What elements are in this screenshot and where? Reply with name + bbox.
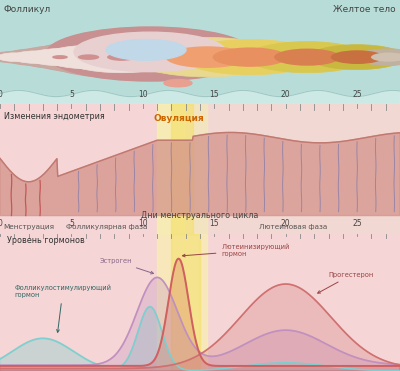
Circle shape	[44, 45, 134, 69]
Text: Овуляция: Овуляция	[153, 114, 204, 123]
Text: Дни менструального цикла: Дни менструального цикла	[141, 211, 259, 220]
Text: 20: 20	[281, 90, 290, 99]
Bar	[157, 234, 207, 371]
Circle shape	[309, 45, 400, 70]
Circle shape	[131, 37, 283, 77]
Text: Менструация: Менструация	[3, 224, 54, 230]
Circle shape	[16, 46, 104, 69]
Circle shape	[0, 52, 36, 63]
Text: Эстроген: Эстроген	[100, 258, 154, 274]
Circle shape	[42, 36, 202, 78]
Text: Лютеинизирующий
гормон: Лютеинизирующий гормон	[182, 243, 290, 257]
Circle shape	[78, 54, 99, 60]
Text: Лютеиновая фаза: Лютеиновая фаза	[259, 224, 327, 230]
Circle shape	[62, 42, 182, 73]
Circle shape	[4, 49, 68, 65]
Circle shape	[182, 39, 318, 75]
Circle shape	[52, 55, 68, 59]
Text: 25: 25	[352, 90, 362, 99]
Circle shape	[165, 46, 249, 68]
Text: Желтое тело: Желтое тело	[333, 5, 396, 14]
Text: Изменения эндометрия: Изменения эндометрия	[4, 112, 105, 121]
Text: 5: 5	[69, 90, 74, 99]
Text: 15: 15	[210, 219, 219, 228]
Text: Фолликулярная фаза: Фолликулярная фаза	[66, 224, 148, 230]
Circle shape	[371, 53, 400, 62]
Circle shape	[27, 49, 93, 66]
Circle shape	[274, 49, 340, 66]
Text: Прогестерон: Прогестерон	[318, 272, 374, 293]
Circle shape	[213, 47, 287, 67]
Bar	[186, 104, 400, 234]
Text: 20: 20	[281, 219, 290, 228]
Text: Фолликулостимулирующий
гормон: Фолликулостимулирующий гормон	[14, 285, 111, 332]
Circle shape	[247, 42, 367, 73]
Text: 10: 10	[138, 90, 148, 99]
Circle shape	[164, 79, 192, 87]
Text: Фолликул: Фолликул	[4, 5, 51, 14]
Circle shape	[0, 53, 31, 62]
Bar	[172, 234, 200, 371]
Circle shape	[356, 49, 400, 65]
Circle shape	[74, 32, 226, 72]
Text: 15: 15	[210, 90, 219, 99]
Circle shape	[28, 42, 148, 73]
Circle shape	[107, 53, 136, 61]
Text: Уровень гормонов: Уровень гормонов	[7, 236, 85, 245]
Circle shape	[46, 27, 254, 81]
Bar	[172, 104, 193, 234]
Circle shape	[12, 51, 60, 63]
Bar	[157, 104, 207, 234]
Circle shape	[106, 39, 186, 60]
Circle shape	[331, 50, 384, 64]
Text: 0: 0	[0, 90, 2, 99]
Text: 25: 25	[352, 219, 362, 228]
Text: 10: 10	[138, 219, 148, 228]
Text: 5: 5	[69, 219, 74, 228]
Text: 0: 0	[0, 219, 2, 228]
